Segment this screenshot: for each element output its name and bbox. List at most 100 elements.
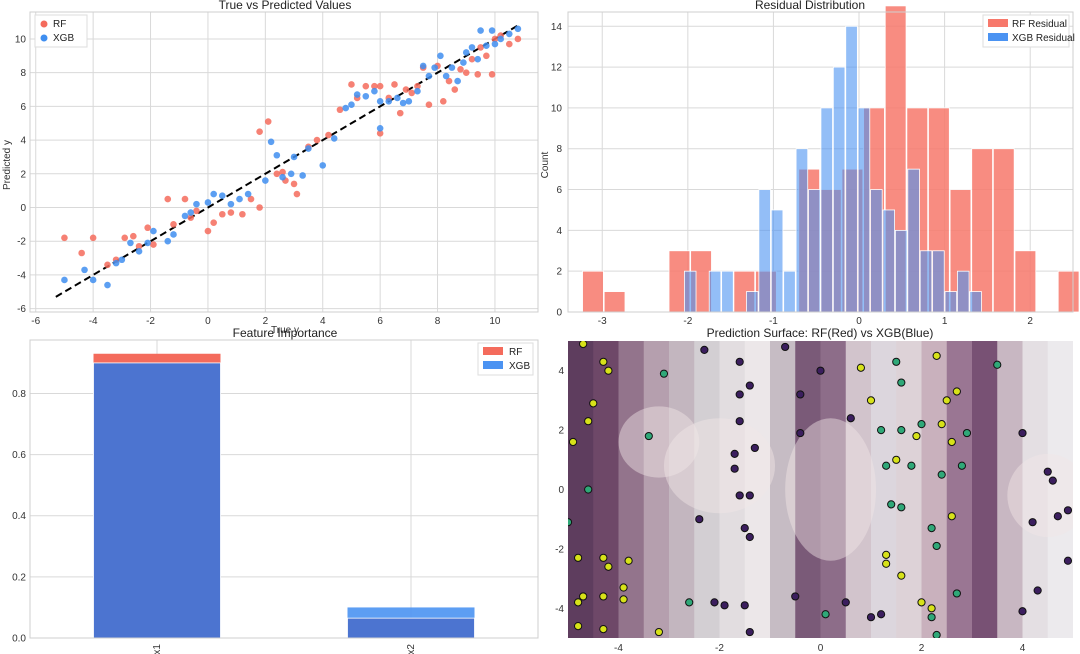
surface-contour [618,406,700,478]
rf-point [445,77,453,85]
y-tick-label: 4 [558,366,564,377]
rf-point [264,118,272,125]
rf-point [204,227,212,235]
y-tick-label: 0.8 [12,389,26,400]
xgb-point [371,87,378,95]
xgb-point [477,27,484,34]
rf-residual-bar [603,291,626,313]
surface-band [972,341,998,638]
prediction-surface-chart: Prediction Surface: RF(Red) vs XGB(Blue)… [555,326,1073,654]
surface-band [618,341,645,638]
sample-point [993,360,1002,369]
rf-point [468,55,476,63]
legend-xgb: XGB [53,33,74,44]
x-tick-label: 6 [377,316,383,327]
rf-point [293,190,301,198]
xgb-point [104,281,111,289]
rf-point [408,89,416,97]
xgb-point [81,266,88,274]
rf-point [457,66,464,73]
xgb-point [164,237,172,245]
legend-rf: RF [509,347,522,358]
sample-point [685,598,694,607]
surface-band [845,341,872,638]
xgb-point [353,91,361,98]
sample-point [781,342,790,352]
rf-point [391,81,398,88]
x-tick-label: 1 [942,316,948,327]
x-tick-label: -3 [598,316,607,327]
sample-point [1018,428,1027,438]
sample-point [1053,512,1062,521]
sample-point [866,396,876,405]
rf-point [514,35,522,43]
sample-point [952,589,961,598]
surface-band [871,341,897,638]
xgb-point [181,212,189,220]
y-tick-label: 0 [558,485,564,496]
legend-xgb: XGB [509,361,530,372]
xgb-residual-bar [969,291,982,313]
rf-point [376,130,384,137]
sample-point [897,378,906,387]
y-tick-label: -4 [555,604,564,615]
y-tick-label: -6 [17,304,26,315]
sample-point [568,518,573,527]
sample-point [735,417,744,426]
xgb-point [319,162,327,169]
legend-xgb-residual: XGB Residual [1012,33,1075,44]
sample-point [947,512,956,521]
rf-point [210,219,217,226]
reference-line [55,24,519,298]
sample-point [932,351,941,360]
sample-point [877,426,886,435]
sample-point [1018,607,1027,616]
rf-point [187,214,195,221]
rf-point [104,261,111,269]
xgb-residual-bar [857,107,871,313]
xgb-point [505,30,513,38]
xgb-residual-bar [721,270,734,313]
sample-point [584,485,593,494]
sample-point [796,390,805,399]
x-tick-label: x1 [152,644,163,654]
sample-point [932,541,941,551]
xgb-point [210,190,217,198]
xgb-point [135,248,143,255]
sample-point [907,461,916,470]
x-tick-label: 10 [489,316,501,327]
xgb-point [491,40,499,48]
legend-rf: RF [53,19,66,30]
rf-point [121,234,129,242]
rf-point [256,204,263,211]
xgb-point [273,151,281,159]
xgb-residual-bar [758,189,771,313]
rf-point [247,195,255,203]
xgb-point [497,35,504,43]
sample-point [927,524,936,533]
sample-point [589,399,598,408]
surface-band [719,341,746,638]
sample-point [962,428,972,438]
sample-point [882,461,891,470]
sample-point [740,524,749,533]
rf-point [491,35,499,43]
sample-point [750,443,759,453]
y-tick-label: 0 [20,203,26,214]
sample-point [700,345,709,355]
sample-point [957,461,967,470]
sample-point [947,437,956,447]
xgb-point [462,49,470,56]
legend: RF XGB [34,14,88,48]
xgb-point [425,72,433,80]
xgb-point [187,209,195,216]
x-tick-label: x2 [406,644,417,654]
rf-point [144,224,151,232]
sample-point [897,426,906,435]
xgb-residual-bar [783,270,796,313]
xgb-point [454,77,461,85]
rf-point [135,242,143,250]
xgb-point [290,153,298,161]
rf-residual-bar [971,148,993,313]
sample-point [619,583,628,592]
